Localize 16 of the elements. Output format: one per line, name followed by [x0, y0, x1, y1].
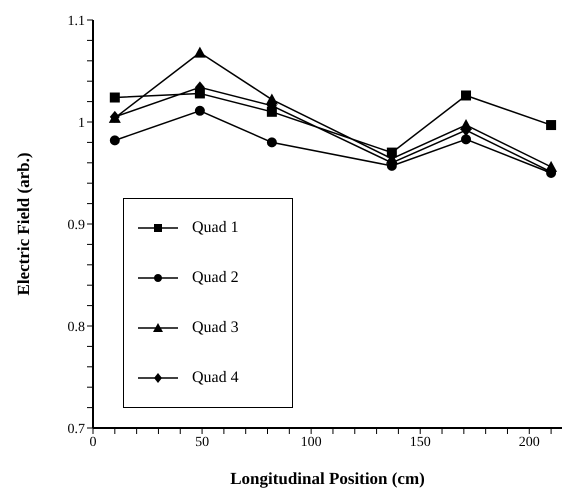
x-tick-label: 50 [195, 434, 210, 450]
legend-label: Quad 1 [192, 219, 239, 237]
y-tick-label: 1.1 [68, 14, 85, 29]
legend-label: Quad 4 [192, 369, 239, 387]
y-axis-title: Electric Field (arb.) [14, 152, 34, 296]
legend-label: Quad 2 [192, 269, 239, 287]
legend-label: Quad 3 [192, 319, 239, 337]
x-tick-label: 100 [300, 434, 322, 450]
x-tick-label: 150 [410, 434, 431, 450]
y-tick-label: 0.8 [68, 320, 85, 335]
x-tick-label: 0 [90, 434, 96, 450]
x-axis-title: Longitudinal Position (cm) [230, 469, 425, 488]
y-tick-label: 0.9 [68, 218, 85, 233]
x-tick-label: 200 [518, 434, 540, 450]
y-tick-label: 1 [78, 116, 85, 131]
y-tick-label: 0.7 [68, 422, 85, 437]
